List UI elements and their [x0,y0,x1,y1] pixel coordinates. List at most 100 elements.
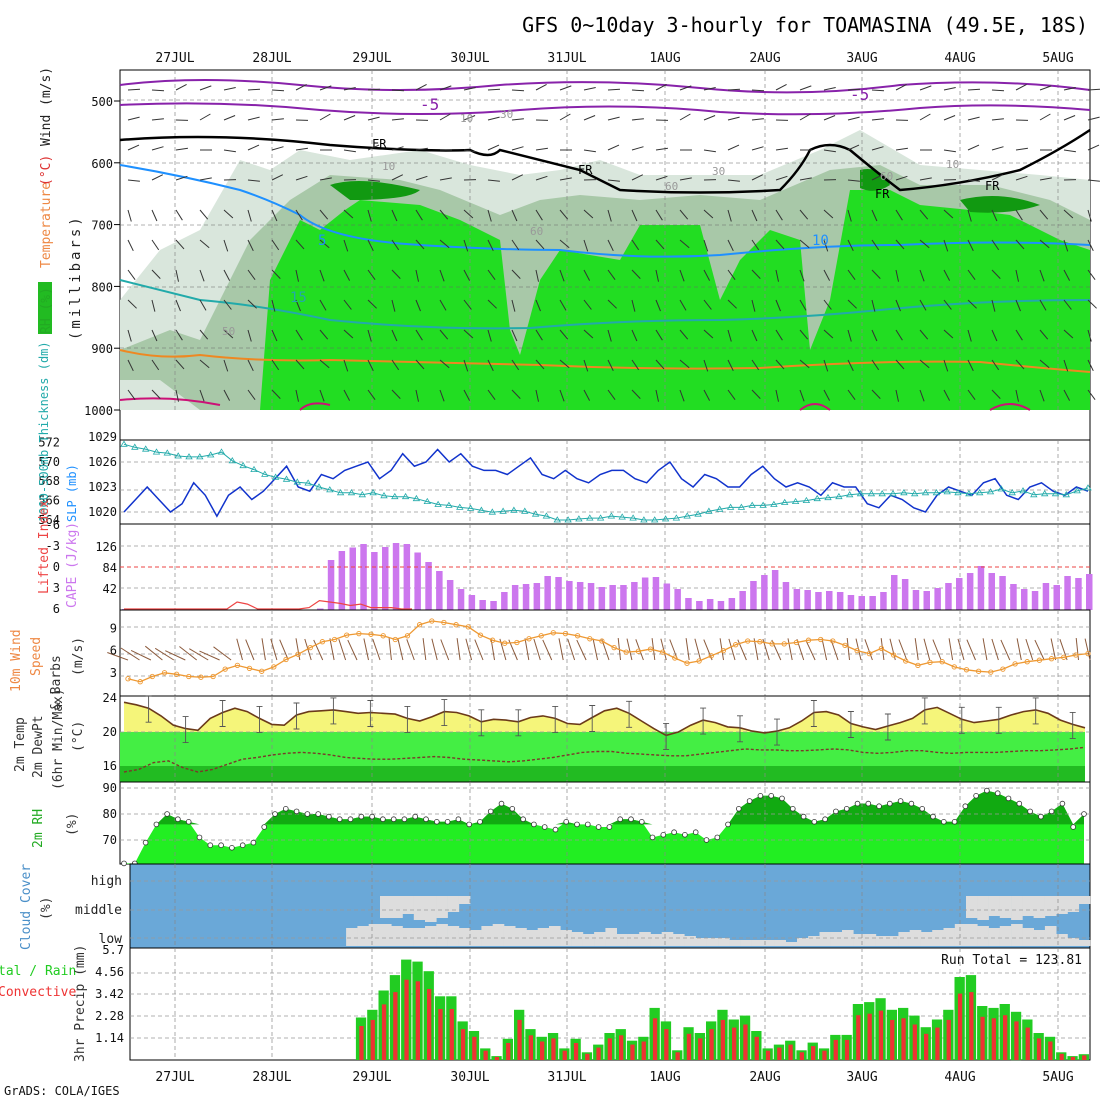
pressure-tick-label: 700 [91,219,113,233]
wind-barb [463,115,476,121]
slp-axis: 564 566 568 570 572 1020 1023 1026 1029 [38,430,117,527]
cape-bar [771,570,779,610]
wind-barb [151,89,165,92]
wind10m-panel: 3 6 9 10m Wind Speed & Barbs (m/s) [9,609,1091,710]
precip-convective-bar [370,1019,375,1060]
thickness-marker [466,504,475,511]
wind-barb [151,359,160,371]
wind-barb [847,389,856,400]
thickness-marker [347,489,356,496]
wind-speed-marker [574,633,581,639]
surface-wind-barb [660,638,667,661]
wind-speed-marker [502,640,508,646]
wind-barb [175,239,185,250]
rh2m-marker [175,816,181,822]
thickness-marker [921,489,930,496]
temp-minmax-bar [995,706,1002,734]
wind-barb [1039,239,1050,249]
rh2m-marker [725,821,731,828]
low-cloud-fill [650,934,662,946]
wind-barb [175,329,183,341]
thickness-tick-label: 568 [38,474,60,488]
wind-barb [199,177,212,181]
bottom-date-label: 4AUG [944,1070,975,1085]
wind-barb [871,299,876,312]
wind-barb [799,177,812,181]
rh2m-marker [229,844,235,851]
wind-barb [367,116,380,121]
rh2m-marker [1070,824,1076,830]
contour-label: 60 [665,180,678,193]
wind-barb [967,269,976,280]
wind-barb [151,299,156,312]
top-date-label: 30JUL [450,51,489,66]
wind-barb [535,239,545,250]
cape-bar [317,608,324,610]
rh2m-marker [487,808,494,815]
wind-barb [247,389,256,400]
surface-wind-barb [982,638,988,661]
wind-barb [391,118,404,121]
low-cloud-fill [673,934,685,946]
surface-wind-barbs [107,638,1091,661]
wind-barb [991,329,998,342]
rh2m-tick-label: 70 [103,833,117,847]
low-cloud-fill [368,924,381,946]
rh2m-marker [865,800,872,807]
wind-barb [1039,113,1051,121]
rh2m-marker [282,805,289,812]
dewpoint-series-line [123,746,1086,773]
cape-bar [392,543,400,610]
wind-barb [703,389,711,401]
wind-barb [919,269,925,282]
top-date-label: 2AUG [749,51,780,66]
thickness-marker [770,500,778,507]
wind-barb [703,329,714,339]
wind-speed-marker [125,676,131,682]
low-cloud-fill [1044,926,1057,946]
wind-barb [535,175,548,181]
wind-barb [631,299,636,312]
li-tick-label: 6 [53,602,60,616]
thickness-marker [141,445,150,452]
wind-barb [391,89,405,92]
ylabel-wind-ms: (m/s) [71,637,86,676]
precip-tick-label: 4.56 [95,965,124,979]
wind-speed-marker [429,618,435,624]
wind-barb [319,177,332,181]
wind-barb [895,329,903,341]
rh2m-marker [336,816,343,822]
wind-barb [655,175,668,181]
wind-barb [1087,269,1096,280]
top-date-label: 3AUG [846,51,877,66]
cape-bar [782,582,790,610]
wind-barb [199,299,207,311]
cape-bar [522,584,530,610]
precip-convective-bar [946,1019,951,1060]
wind-barb [751,146,764,151]
precip-convective-bar [1036,1038,1042,1060]
wind-barb [199,113,211,121]
thickness-marker [1030,491,1038,498]
wind-barb [775,389,779,402]
thickness-marker [293,478,302,485]
wind-barb [703,209,714,219]
wind-barb [919,177,932,181]
wind-barb [799,209,809,220]
wind-barb [1015,269,1019,282]
wind-barb [1039,177,1052,181]
rh2m-marker [455,816,462,822]
rh2m-tick-label: 80 [103,807,117,821]
wind-barb [1063,389,1071,401]
precip-convective-bar [890,1019,895,1060]
thickness-marker [553,516,562,523]
low-cloud-fill [436,924,448,946]
wind-barb [1087,299,1097,309]
cape-bar [869,596,876,610]
low-cloud-fill [808,936,820,946]
ylabel-2m-temp: 2m Temp [13,717,28,772]
contour-label: 10 [812,233,829,249]
wind-barb [967,88,981,91]
temp-minmax-bar [663,722,670,750]
wind-barb [127,299,137,309]
